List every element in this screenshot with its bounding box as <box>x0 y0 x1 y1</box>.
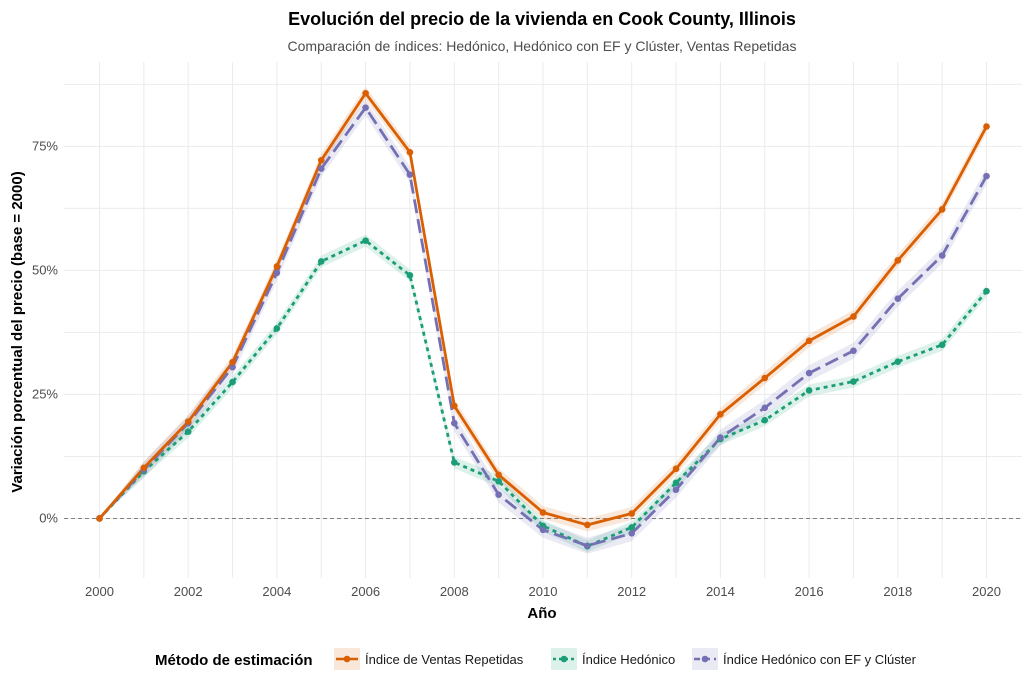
legend-label: Índice Hedónico con EF y Clúster <box>723 652 917 667</box>
data-point <box>672 479 680 487</box>
data-point <box>495 491 502 498</box>
series-points <box>96 89 990 550</box>
data-point <box>983 172 990 180</box>
y-tick-label: 25% <box>32 386 58 401</box>
data-point <box>450 459 458 466</box>
data-point <box>96 515 103 522</box>
x-tick-label: 2014 <box>706 584 735 599</box>
legend-label: Índice Hedónico <box>582 652 675 667</box>
data-point <box>450 419 458 427</box>
legend-label: Índice de Ventas Repetidas <box>365 652 524 667</box>
x-tick-label: 2000 <box>85 584 114 599</box>
legend-key-point <box>343 655 351 663</box>
data-point <box>761 374 769 382</box>
legend-key-point <box>560 655 568 663</box>
data-point <box>628 510 636 517</box>
data-point <box>850 378 857 385</box>
data-point <box>184 428 192 435</box>
legend-key-point <box>701 655 709 663</box>
chart-subtitle: Comparación de índices: Hedónico, Hedóni… <box>288 38 797 54</box>
data-point <box>983 287 990 295</box>
data-point <box>628 530 636 537</box>
data-point <box>229 363 236 371</box>
data-point <box>406 149 414 156</box>
legend-item: Índice Hedónico <box>551 648 675 670</box>
data-point <box>317 156 325 164</box>
data-point <box>495 471 502 479</box>
x-tick-label: 2018 <box>883 584 912 599</box>
data-point <box>539 526 547 534</box>
x-axis-title: Año <box>527 605 556 622</box>
y-axis-title: Variación porcentual del precio (base = … <box>9 171 26 492</box>
data-point <box>894 295 902 302</box>
x-tick-label: 2012 <box>617 584 646 599</box>
x-axis-ticks: 2000 2002 2004 2006 2008 2010 2012 2014 2016 2018… <box>85 584 1001 599</box>
data-point <box>672 465 680 473</box>
data-point <box>805 337 813 345</box>
x-tick-label: 2004 <box>262 584 291 599</box>
data-point <box>938 341 946 349</box>
data-point <box>273 269 281 277</box>
x-tick-label: 2020 <box>972 584 1001 599</box>
data-point <box>317 258 325 265</box>
data-point <box>317 165 325 172</box>
data-point <box>938 252 946 259</box>
data-point <box>672 486 680 493</box>
y-tick-label: 75% <box>32 138 58 153</box>
data-point <box>495 477 502 485</box>
data-point <box>229 358 236 366</box>
data-point <box>717 434 724 441</box>
data-point <box>805 369 813 377</box>
data-point <box>983 123 990 130</box>
x-tick-label: 2002 <box>174 584 203 599</box>
data-point <box>273 263 281 270</box>
x-tick-label: 2008 <box>440 584 469 599</box>
legend-item: Índice Hedónico con EF y Clúster <box>692 648 917 670</box>
x-tick-label: 2006 <box>351 584 380 599</box>
legend-title: Método de estimación <box>155 652 313 669</box>
y-axis-ticks: 0% 25% 50% 75% <box>32 138 58 525</box>
data-point <box>273 325 281 332</box>
data-point <box>229 378 236 386</box>
data-point <box>406 272 414 279</box>
data-point <box>539 509 547 516</box>
y-tick-label: 0% <box>39 510 58 525</box>
data-point <box>717 410 724 418</box>
data-point <box>140 464 148 472</box>
data-point <box>761 404 769 412</box>
data-point <box>406 171 414 178</box>
data-point <box>584 542 591 550</box>
y-tick-label: 50% <box>32 262 58 277</box>
data-point <box>362 104 369 111</box>
x-tick-label: 2010 <box>529 584 558 599</box>
data-point <box>184 418 192 426</box>
data-point <box>894 358 902 365</box>
data-point <box>761 416 769 424</box>
data-point <box>450 402 458 410</box>
data-point <box>805 387 813 394</box>
legend-item: Índice de Ventas Repetidas <box>334 648 524 670</box>
data-point <box>362 237 369 244</box>
data-point <box>628 524 636 531</box>
legend: Método de estimación Índice de Ventas Re… <box>155 648 917 670</box>
data-point <box>362 89 369 97</box>
data-point <box>850 313 857 320</box>
data-point <box>938 206 946 213</box>
x-tick-label: 2016 <box>795 584 824 599</box>
data-point <box>894 257 902 264</box>
data-point <box>584 521 591 529</box>
data-point <box>850 347 857 355</box>
chart-title: Evolución del precio de la vivienda en C… <box>288 9 796 29</box>
